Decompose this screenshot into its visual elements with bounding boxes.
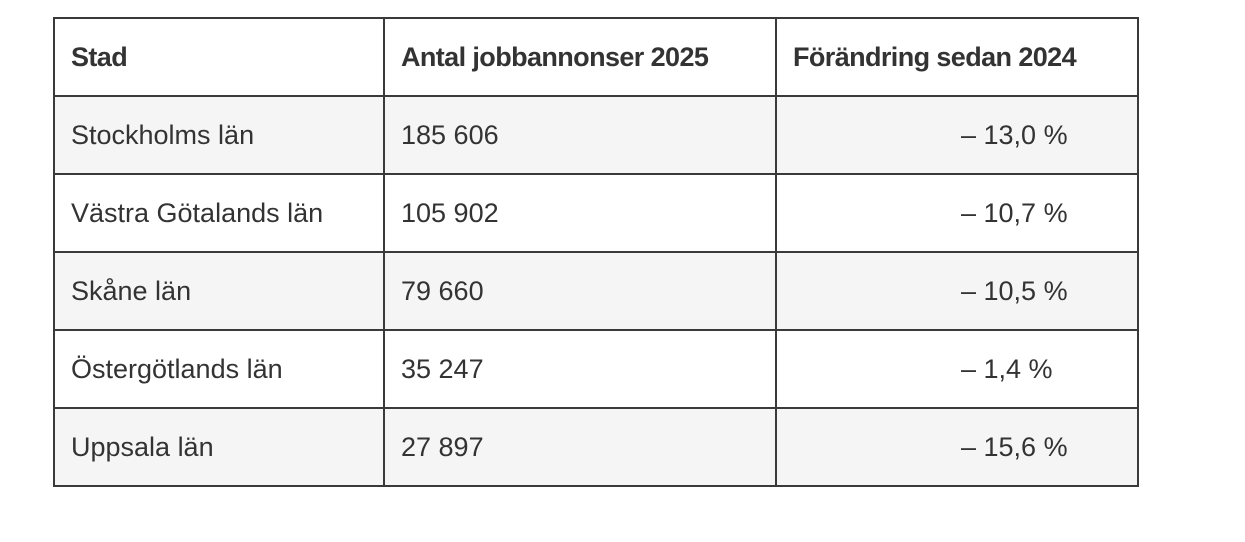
table-cell: 185 606 [383, 95, 777, 175]
table-cell: – 10,5 % [775, 251, 1139, 331]
table-cell: Östergötlands län [53, 329, 385, 409]
table-cell: – 1,4 % [775, 329, 1139, 409]
table-row: Östergötlands län 35 247– 1,4 % [53, 329, 1139, 409]
table-row: Skåne län 79 660– 10,5 % [53, 251, 1139, 331]
table-cell: 35 247 [383, 329, 777, 409]
table-cell: 105 902 [383, 173, 777, 253]
table-cell: – 15,6 % [775, 407, 1139, 487]
table-cell: – 10,7 % [775, 173, 1139, 253]
header-cell: Förändring sedan 2024 [775, 17, 1139, 97]
table-cell: – 13,0 % [775, 95, 1139, 175]
table-cell: 79 660 [383, 251, 777, 331]
table-body: Stockholms län 185 606– 13,0 % Västra Göta… [53, 95, 1139, 487]
table-cell: Uppsala län [53, 407, 385, 487]
table-cell: 27 897 [383, 407, 777, 487]
header-row: Stad Antal jobbannonser 2025 Förändring se… [53, 17, 1139, 97]
table-row: Stockholms län 185 606– 13,0 % [53, 95, 1139, 175]
table-row: Västra Götalands län 105 902– 10,7 % [53, 173, 1139, 253]
table-cell: Stockholms län [53, 95, 385, 175]
table-header: Stad Antal jobbannonser 2025 Förändring se… [53, 17, 1139, 97]
header-cell: Stad [53, 17, 385, 97]
data-table: Stad Antal jobbannonser 2025 Förändring se… [53, 17, 1139, 487]
table-row: Uppsala län 27 897– 15,6 % [53, 407, 1139, 487]
table-cell: Västra Götalands län [53, 173, 385, 253]
header-cell: Antal jobbannonser 2025 [383, 17, 777, 97]
table-cell: Skåne län [53, 251, 385, 331]
